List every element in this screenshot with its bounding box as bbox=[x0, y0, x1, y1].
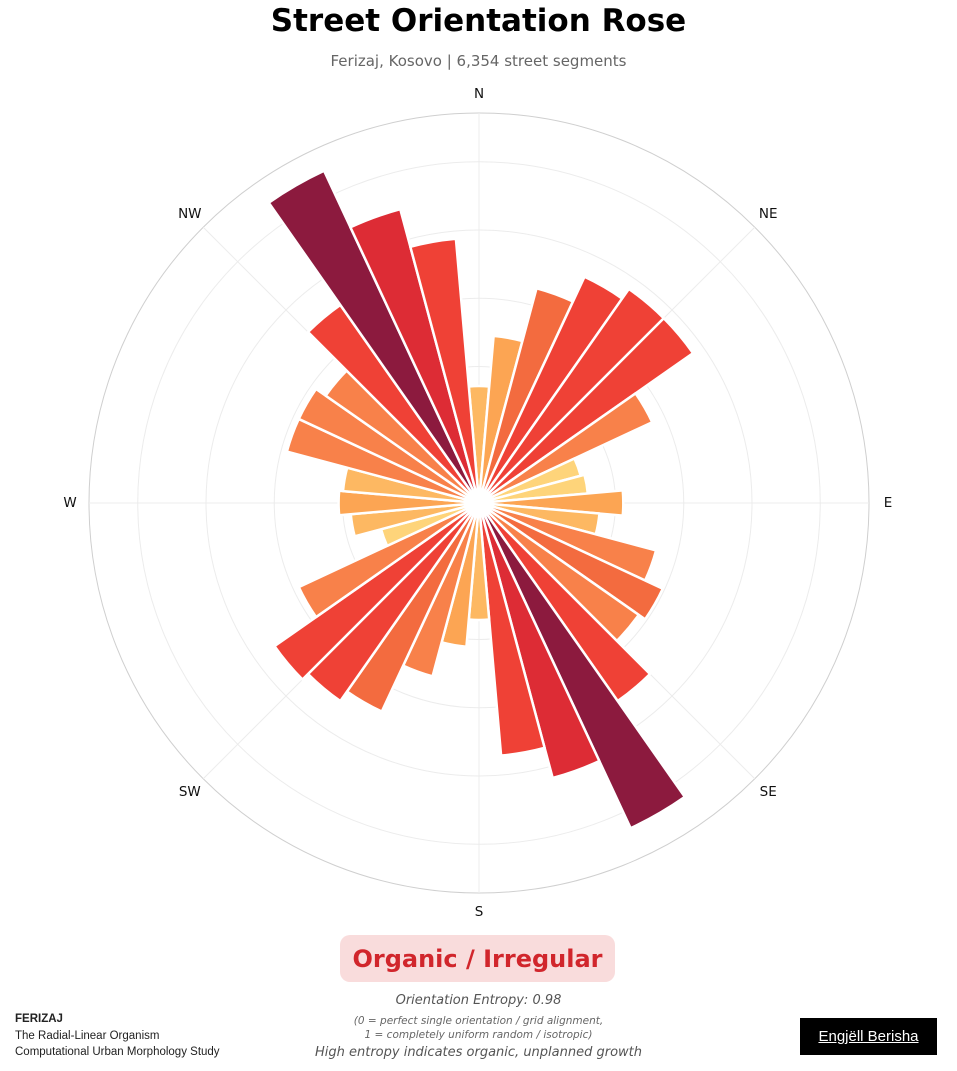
direction-label-ne: NE bbox=[759, 206, 778, 222]
entropy-interpretation: High entropy indicates organic, unplanne… bbox=[314, 1045, 643, 1060]
chart-title: Street Orientation Rose bbox=[270, 3, 687, 39]
rose-bar-230 bbox=[273, 501, 481, 681]
footer-city: FERIZAJ bbox=[15, 1013, 63, 1025]
footer-study: Computational Urban Morphology Study bbox=[15, 1046, 220, 1058]
rose-bar-300 bbox=[297, 387, 481, 505]
footer-project: The Radial-Linear Organism bbox=[15, 1029, 160, 1042]
direction-labels: N NE E SE S SW W NW bbox=[63, 86, 892, 920]
direction-label-w: W bbox=[63, 495, 76, 511]
classification-badge: Organic / Irregular bbox=[340, 935, 615, 982]
rose-bar-150 bbox=[477, 501, 687, 830]
rose-bars bbox=[267, 169, 695, 830]
direction-label-e: E bbox=[884, 495, 893, 511]
rose-bar-90 bbox=[477, 489, 625, 517]
rose-bar-340 bbox=[349, 207, 481, 505]
direction-label-se: SE bbox=[760, 784, 777, 800]
rose-bar-170 bbox=[477, 501, 546, 757]
rose-bar-50 bbox=[477, 316, 695, 505]
scale-note-line-2: 1 = completely uniform random / isotropi… bbox=[364, 1029, 593, 1041]
rose-bar-330 bbox=[267, 169, 481, 505]
chart-subtitle: Ferizaj, Kosovo | 6,354 street segments bbox=[330, 52, 627, 70]
rose-bar-120 bbox=[477, 501, 665, 621]
rose-bar-160 bbox=[477, 501, 601, 780]
rose-bar-270 bbox=[337, 489, 481, 517]
scale-note-line-1: (0 = perfect single orientation / grid a… bbox=[353, 1015, 604, 1027]
direction-label-n: N bbox=[474, 86, 484, 102]
direction-label-s: S bbox=[475, 904, 484, 920]
author-link[interactable]: Engjëll Berisha bbox=[800, 1018, 937, 1055]
rose-bar-240 bbox=[297, 501, 481, 619]
rose-bar-350 bbox=[409, 237, 481, 505]
entropy-value: Orientation Entropy: 0.98 bbox=[395, 993, 562, 1008]
entropy-scale-note: (0 = perfect single orientation / grid a… bbox=[0, 1014, 957, 1042]
direction-label-nw: NW bbox=[178, 206, 201, 222]
direction-label-sw: SW bbox=[179, 784, 201, 800]
rose-bar-60 bbox=[477, 392, 654, 505]
footer-credits: FERIZAJ The Radial-Linear Organism Compu… bbox=[15, 1011, 220, 1061]
